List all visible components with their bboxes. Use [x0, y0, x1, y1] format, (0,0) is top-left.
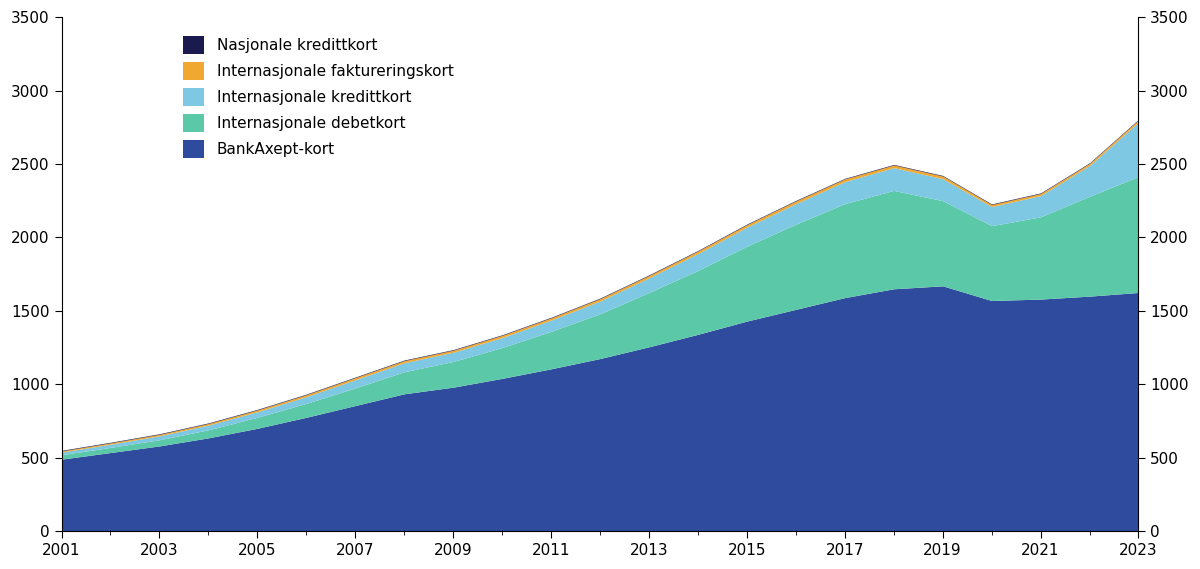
Legend: Nasjonale kredittkort, Internasjonale faktureringskort, Internasjonale kredittko: Nasjonale kredittkort, Internasjonale fa…	[176, 30, 460, 164]
